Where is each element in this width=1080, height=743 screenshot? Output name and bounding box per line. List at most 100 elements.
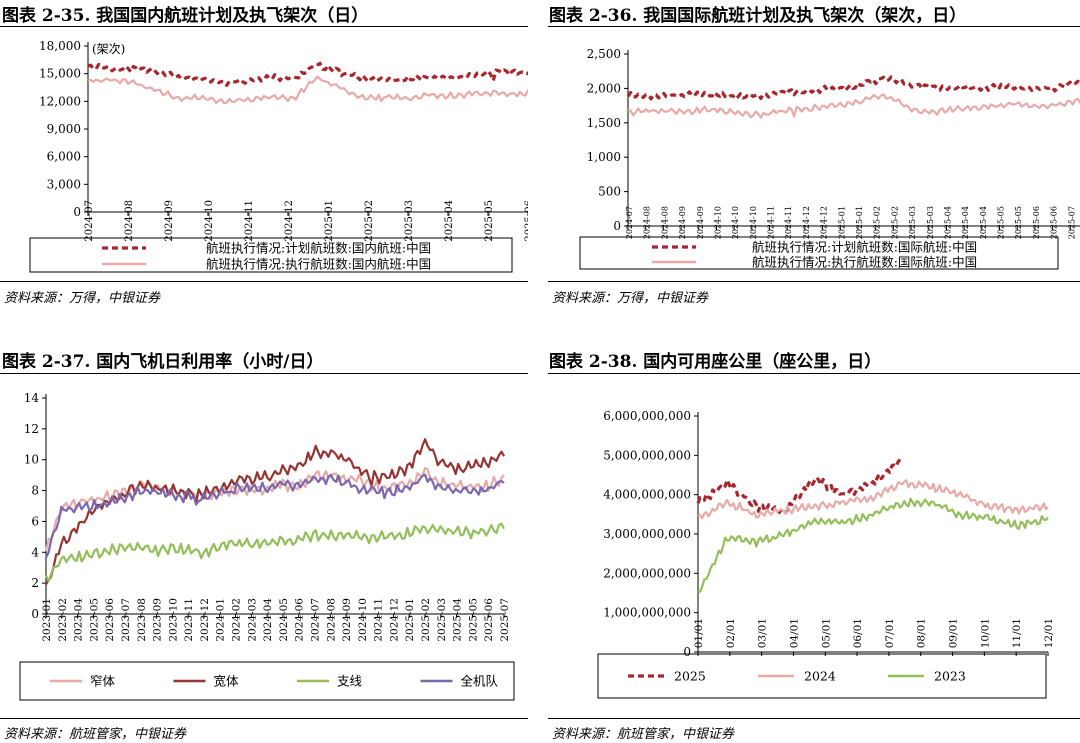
x-tick-label: 2023-05 xyxy=(88,598,100,642)
x-tick-label: 2025-06 xyxy=(1032,206,1041,239)
x-tick-label: 2023-01 xyxy=(41,598,53,642)
y-tick-label: 0 xyxy=(31,607,39,621)
y-unit-label: (架次) xyxy=(92,42,125,56)
y-tick-label: 0 xyxy=(613,219,621,233)
source-rule-36 xyxy=(548,281,1080,282)
y-tick-label: 0 xyxy=(683,645,691,659)
y-tick-label: 2,500 xyxy=(587,47,621,61)
y-tick-label: 6,000 xyxy=(47,150,81,164)
x-tick-label: 2025-06 xyxy=(483,598,495,642)
legend-label: 航班执行情况:计划航班数:国际航班:中国 xyxy=(752,240,977,255)
x-tick-label: 2024-09 xyxy=(164,200,175,242)
x-tick-label: 2025-04 xyxy=(452,598,464,642)
y-tick-label: 18,000 xyxy=(39,39,81,53)
x-tick-label: 12/01 xyxy=(1043,618,1055,648)
x-tick-label: 2025-02 xyxy=(420,598,432,642)
x-tick-label: 08/01 xyxy=(916,618,928,648)
x-tick-label: 11/01 xyxy=(1011,618,1023,648)
panel-title-36: 图表 2-36. 我国国际航班计划及执飞架次（架次，日） xyxy=(549,6,967,26)
legend-label: 窄体 xyxy=(90,674,116,689)
x-tick-label: 2023-10 xyxy=(167,598,179,642)
series-line-窄体 xyxy=(44,466,505,552)
y-tick-label: 1,500 xyxy=(587,116,621,130)
x-tick-label: 2025-05 xyxy=(1014,206,1023,239)
x-tick-label: 2024-04 xyxy=(262,598,274,642)
y-tick-label: 2,000 xyxy=(587,81,621,95)
y-tick-label: 3,000 xyxy=(47,177,81,191)
x-tick-label: 2024-10 xyxy=(357,598,369,642)
x-tick-label: 2024-12 xyxy=(802,206,811,239)
x-tick-label: 03/01 xyxy=(757,618,769,648)
title-rule-37 xyxy=(0,373,528,374)
x-tick-label: 2023-07 xyxy=(120,598,132,642)
legend-box xyxy=(19,661,515,701)
x-tick-label: 2023-06 xyxy=(104,598,116,642)
legend-box xyxy=(579,236,1059,270)
legend-label: 航班执行情况:执行航班数:国际航班:中国 xyxy=(752,255,977,270)
x-tick-label: 2024-09 xyxy=(678,206,687,239)
x-tick-label: 2024-08 xyxy=(660,206,669,239)
x-tick-label: 2025-03 xyxy=(436,598,448,642)
x-tick-label: 2024-11 xyxy=(767,206,776,239)
x-tick-label: 2024-02 xyxy=(231,598,243,642)
legend-label: 航班执行情况:计划航班数:国内航班:中国 xyxy=(206,241,431,256)
y-tick-label: 3,000,000,000 xyxy=(603,527,691,541)
x-tick-label: 2024-09 xyxy=(341,598,353,642)
x-tick-label: 2024-10 xyxy=(731,206,740,239)
x-tick-label: 2024-10 xyxy=(204,200,215,242)
x-tick-label: 2024-11 xyxy=(244,200,255,242)
x-tick-label: 2024-11 xyxy=(373,598,385,642)
y-tick-label: 4 xyxy=(31,545,39,559)
y-tick-label: 0 xyxy=(73,205,81,219)
legend-label: 2024 xyxy=(804,669,836,684)
x-tick-label: 07/01 xyxy=(884,618,896,648)
legend-label: 支线 xyxy=(337,674,363,689)
x-tick-label: 2025-06 xyxy=(524,200,528,242)
legend-box xyxy=(597,653,1047,699)
source-rule-38 xyxy=(548,718,1080,719)
x-tick-label: 2023-11 xyxy=(183,598,195,642)
x-tick-label: 2025-03 xyxy=(404,200,415,242)
y-tick-label: 6,000,000,000 xyxy=(603,409,691,423)
x-tick-label: 2024-07 xyxy=(625,206,634,239)
x-tick-label: 2024-07 xyxy=(309,598,321,642)
x-tick-label: 2024-08 xyxy=(325,598,337,642)
series-line-支线 xyxy=(44,522,505,583)
title-rule-35 xyxy=(0,26,528,27)
source-35: 资料来源：万得，中银证券 xyxy=(4,291,161,306)
x-tick-label: 2024-06 xyxy=(294,598,306,642)
y-tick-label: 10 xyxy=(24,453,39,467)
x-tick-label: 2025-05 xyxy=(484,200,495,242)
x-tick-label: 2025-02 xyxy=(873,206,882,239)
y-tick-label: 8 xyxy=(31,484,39,498)
series-line-2024 xyxy=(697,479,1049,520)
x-tick-label: 2025-01 xyxy=(855,206,864,239)
source-37: 资料来源：航班管家，中银证券 xyxy=(4,727,187,742)
x-tick-label: 2025-01 xyxy=(324,200,335,242)
y-tick-label: 2 xyxy=(31,576,39,590)
x-tick-label: 2024-07 xyxy=(84,200,95,242)
series-line-2025 xyxy=(696,457,904,515)
x-tick-label: 2023-02 xyxy=(57,598,69,642)
x-tick-label: 2024-12 xyxy=(284,200,295,242)
x-tick-label: 2025-04 xyxy=(961,206,970,239)
x-tick-label: 2025-03 xyxy=(908,206,917,239)
x-tick-label: 2023-12 xyxy=(199,598,211,642)
x-tick-label: 2024-01 xyxy=(215,598,227,642)
x-tick-label: 2025-02 xyxy=(890,206,899,239)
y-tick-label: 500 xyxy=(598,185,621,199)
x-tick-label: 10/01 xyxy=(979,618,991,648)
y-tick-label: 1,000,000,000 xyxy=(603,606,691,620)
x-tick-label: 2024-12 xyxy=(820,206,829,239)
series-line-2023 xyxy=(697,497,1049,593)
y-tick-label: 12 xyxy=(24,422,39,436)
x-tick-label: 2024-08 xyxy=(124,200,135,242)
x-tick-label: 2024-03 xyxy=(246,598,258,642)
x-tick-label: 2023-09 xyxy=(152,598,164,642)
series-line-航班执行情况:执行航班数:国际航班:中国 xyxy=(627,93,1080,119)
x-tick-label: 2023-04 xyxy=(73,598,85,642)
x-tick-label: 2025-06 xyxy=(1050,206,1059,239)
x-tick-label: 01/01 xyxy=(693,618,705,648)
x-tick-label: 06/01 xyxy=(852,618,864,648)
legend-label: 2025 xyxy=(674,669,706,684)
